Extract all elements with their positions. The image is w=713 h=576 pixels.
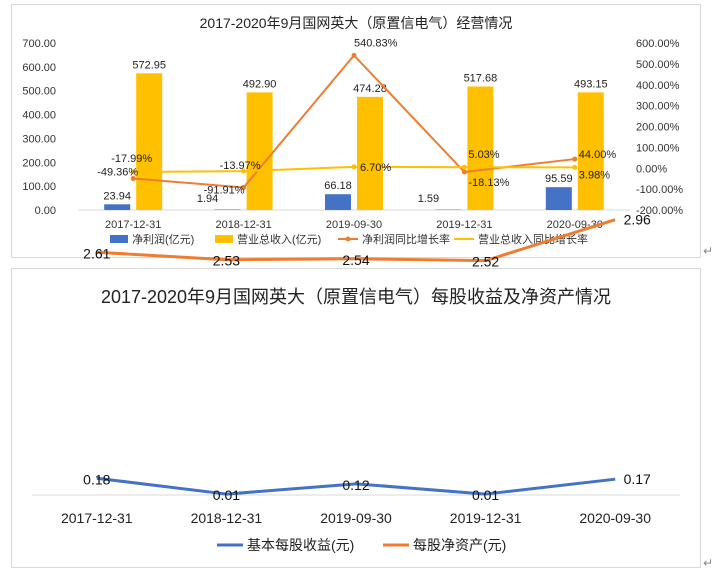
revenue-data-label: 572.95 <box>132 59 166 71</box>
revenue-growth-point <box>241 168 247 174</box>
y-left-tick-label: 100.00 <box>22 181 56 193</box>
revenue-growth-point <box>130 169 136 175</box>
eps-data-label: 0.18 <box>83 471 110 487</box>
net-profit-growth-data-label: -18.13% <box>468 177 509 189</box>
net-profit-growth-point <box>351 52 357 58</box>
revenue-growth-data-label: 3.98% <box>579 169 610 181</box>
revenue-growth-data-label: -13.97% <box>220 160 261 172</box>
x-tick-label: 2019-09-30 <box>320 510 392 526</box>
net-profit-bar <box>104 204 131 210</box>
net-profit-growth-point <box>461 169 467 175</box>
return-arrow-icon: ↵ <box>703 556 713 570</box>
return-arrow-icon: ↵ <box>703 244 713 258</box>
revenue-bar <box>467 86 494 210</box>
net-profit-growth-data-label: 44.00% <box>579 149 617 161</box>
eps-data-label: 0.01 <box>213 487 240 503</box>
bvps-data-label: 2.52 <box>472 254 499 270</box>
y-left-tick-label: 500.00 <box>22 86 56 98</box>
revenue-growth-point <box>572 164 578 170</box>
net-profit-growth-data-label: -91.91% <box>204 184 245 196</box>
net-profit-growth-point <box>572 156 578 162</box>
chart-title: 2017-2020年9月国网英大（原置信电气）经营情况 <box>199 15 513 31</box>
legend-swatch <box>215 235 233 243</box>
bvps-line <box>96 218 616 263</box>
revenue-growth-point <box>351 164 357 170</box>
y-right-tick-label: 100.00% <box>636 142 680 154</box>
revenue-data-label: 517.68 <box>464 72 498 84</box>
eps-chart-panel: 2017-2020年9月国网英大（原置信电气）每股收益及净资产情况 2017-1… <box>11 212 701 568</box>
x-tick-label: 2019-12-31 <box>450 510 522 526</box>
legend-swatch <box>110 235 128 243</box>
x-tick-label: 2018-12-31 <box>191 510 263 526</box>
legend-label: 净利润(亿元) <box>132 232 194 246</box>
net-profit-data-label: 66.18 <box>324 180 352 192</box>
x-tick-label: 2017-12-31 <box>61 510 133 526</box>
revenue-growth-data-label: 5.03% <box>468 149 499 161</box>
legend-label: 每股净资产(元) <box>413 537 506 553</box>
bvps-data-label: 2.54 <box>342 252 369 268</box>
y-right-tick-label: -200.00% <box>636 205 683 217</box>
eps-chart: 2017-12-31 2018-12-31 2019-09-30 2019-12-31… <box>32 212 680 553</box>
legend-label: 营业总收入(亿元) <box>237 232 321 246</box>
y-left-tick-label: 400.00 <box>22 110 56 122</box>
legend-label: 净利润同比增长率 <box>362 232 450 246</box>
y-left-tick-label: 700.00 <box>22 38 56 50</box>
net-profit-growth-point <box>241 184 247 190</box>
x-tick-label: 2019-12-31 <box>436 219 492 231</box>
y-left-tick-label: 300.00 <box>22 133 56 145</box>
revenue-data-label: 492.90 <box>243 78 277 90</box>
net-profit-bar <box>545 187 572 210</box>
bvps-data-label: 2.53 <box>213 253 240 269</box>
revenue-bar <box>246 92 273 210</box>
net-profit-data-label: 1.59 <box>418 193 439 205</box>
y-left-tick-label: 0.00 <box>35 205 56 217</box>
net-profit-data-label: 95.59 <box>545 173 573 185</box>
y-right-tick-label: 600.00% <box>636 38 680 50</box>
y-right-tick-label: 300.00% <box>636 101 680 113</box>
x-tick-label: 2017-12-31 <box>105 219 161 231</box>
y-left-tick-label: 200.00 <box>22 157 56 169</box>
net-profit-bar <box>325 194 351 210</box>
eps-data-label: 0.12 <box>342 477 369 493</box>
bvps-data-label: 2.96 <box>624 212 651 228</box>
revenue-data-label: 493.15 <box>574 78 608 90</box>
y-right-tick-label: 400.00% <box>636 80 680 92</box>
revenue-data-label: 474.28 <box>353 83 387 95</box>
revenue-bar <box>357 96 383 210</box>
net-profit-growth-point <box>130 176 136 182</box>
revenue-bar <box>136 73 163 210</box>
y-left-tick-label: 600.00 <box>22 62 56 74</box>
net-profit-data-label: 1.94 <box>197 193 218 205</box>
x-tick-label: 2018-12-31 <box>215 219 271 231</box>
revenue-growth-point <box>461 164 467 170</box>
net-profit-growth-data-label: -49.36% <box>97 167 138 179</box>
eps-line <box>96 476 616 496</box>
chart-title: 2017-2020年9月国网英大（原置信电气）每股收益及净资产情况 <box>100 287 612 307</box>
revenue-growth-data-label: -17.99% <box>111 153 152 165</box>
legend-label: 基本每股收益(元) <box>247 537 354 553</box>
x-tick-label: 2020-09-30 <box>579 510 651 526</box>
y-right-tick-label: 500.00% <box>636 59 680 71</box>
y-right-tick-label: -100.00% <box>636 184 683 196</box>
operating-chart: 0.00 100.00 200.00 300.00 400.00 500.00 600.00… <box>22 37 683 246</box>
eps-data-label: 0.01 <box>472 487 499 503</box>
operating-chart-panel: 2017-2020年9月国网英大（原置信电气）经营情况 0.00 100.00 20… <box>11 4 701 258</box>
revenue-growth-data-label: 6.70% <box>360 162 391 174</box>
bvps-data-label: 2.61 <box>83 245 110 261</box>
eps-data-label: 0.17 <box>624 471 651 487</box>
y-right-tick-label: 200.00% <box>636 122 680 134</box>
net-profit-data-label: 23.94 <box>103 190 131 202</box>
revenue-bar <box>577 92 604 210</box>
net-profit-growth-data-label: 540.83% <box>354 37 398 49</box>
legend-marker <box>345 236 351 242</box>
y-right-tick-label: 0.00% <box>636 163 667 175</box>
x-tick-label: 2019-09-30 <box>326 219 382 231</box>
